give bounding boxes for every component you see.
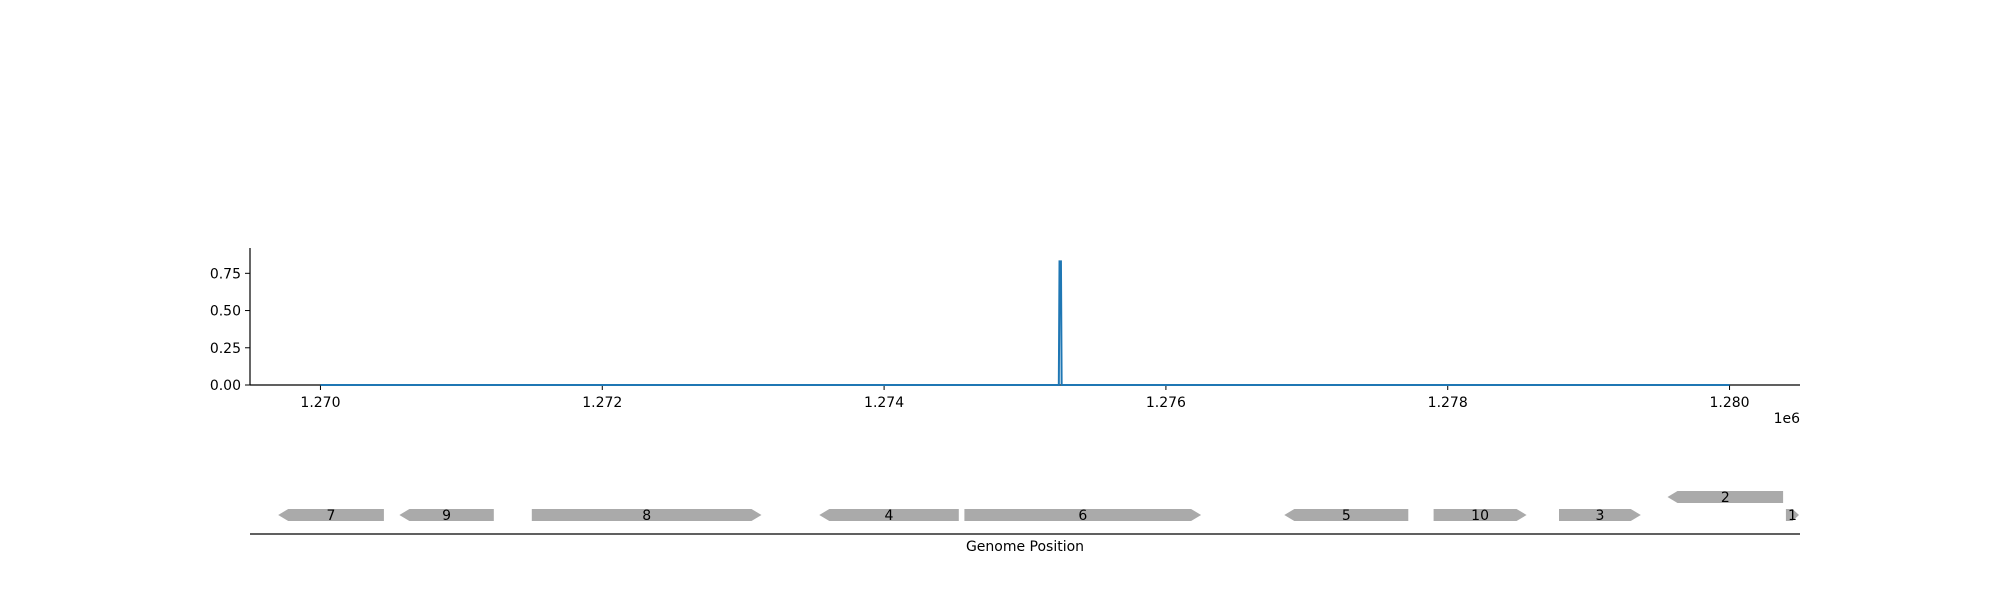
x-tick-label: 1.274 [864,395,904,411]
gene-label: 9 [442,508,451,524]
gene-label: 5 [1342,508,1351,524]
gene-arrow [1559,509,1641,521]
gene-arrow [1284,509,1409,521]
x-tick-label: 1.270 [300,395,340,411]
gene-track: 7 9 8 4 6 5 10 3 2 1 [250,490,1800,535]
gene-arrow [531,509,762,521]
x-axis-exponent-label: 1e6 [1774,411,1801,427]
x-axis-label: Genome Position [966,539,1084,555]
gene-arrow [399,509,494,521]
y-tick-label: 0.75 [210,266,241,282]
gene-arrow [1785,509,1799,521]
gene-label: 3 [1595,508,1604,524]
y-tick-label: 0.00 [210,378,241,394]
gene-label: 10 [1471,508,1489,524]
x-tick-label: 1.278 [1428,395,1468,411]
signal-line-0 [320,260,1730,386]
gene-label: 6 [1078,508,1087,524]
signal-plot: 1.270 1.272 1.274 1.276 1.278 1.280 0.00 0.25 0.… [210,248,1800,411]
gene-label: 4 [885,508,894,524]
gene-arrow [964,509,1202,521]
gene-arrow [1667,491,1784,503]
y-tick-label: 0.50 [210,304,241,320]
gene-arrow [819,509,959,521]
gene-label: 8 [642,508,651,524]
gene-arrow [278,509,384,521]
x-tick-label: 1.276 [1146,395,1186,411]
gene-arrow [1433,509,1527,521]
signal-series [320,260,1730,386]
y-tick-label: 0.25 [210,341,241,357]
gene-label: 7 [327,508,336,524]
gene-label: 2 [1721,490,1730,506]
gene-label: 1 [1788,508,1797,524]
x-tick-label: 1.272 [582,395,622,411]
x-tick-label: 1.280 [1709,395,1749,411]
